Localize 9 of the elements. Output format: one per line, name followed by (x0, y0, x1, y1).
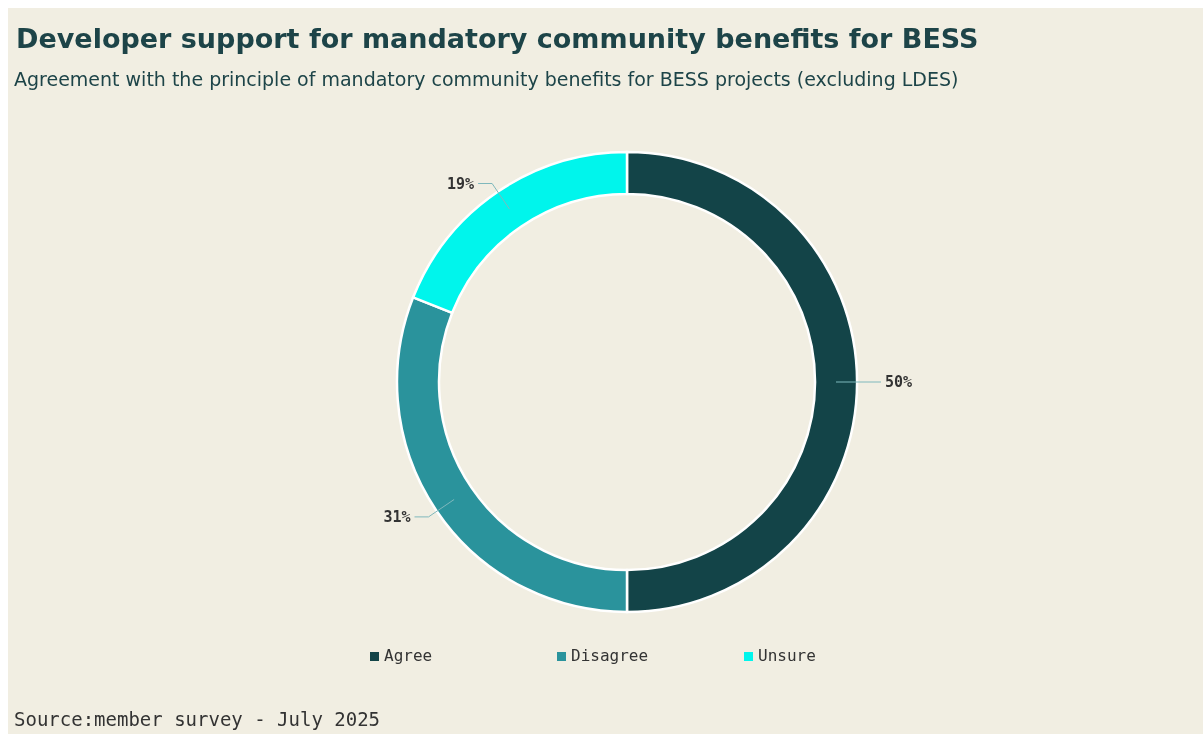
chart-title: Developer support for mandatory community benefits for BESS (16, 23, 979, 54)
data-label: 19% (447, 174, 475, 193)
legend-label: Unsure (758, 646, 816, 665)
data-label: 31% (383, 507, 411, 526)
legend-label: Agree (384, 646, 433, 665)
source-note: Source:member survey - July 2025 (14, 708, 381, 730)
data-label: 50% (885, 373, 913, 391)
legend-label: Disagree (571, 646, 649, 665)
chart-subtitle: Agreement with the principle of mandatory community benefits for BESS projects (excluding LDES) (14, 68, 959, 90)
